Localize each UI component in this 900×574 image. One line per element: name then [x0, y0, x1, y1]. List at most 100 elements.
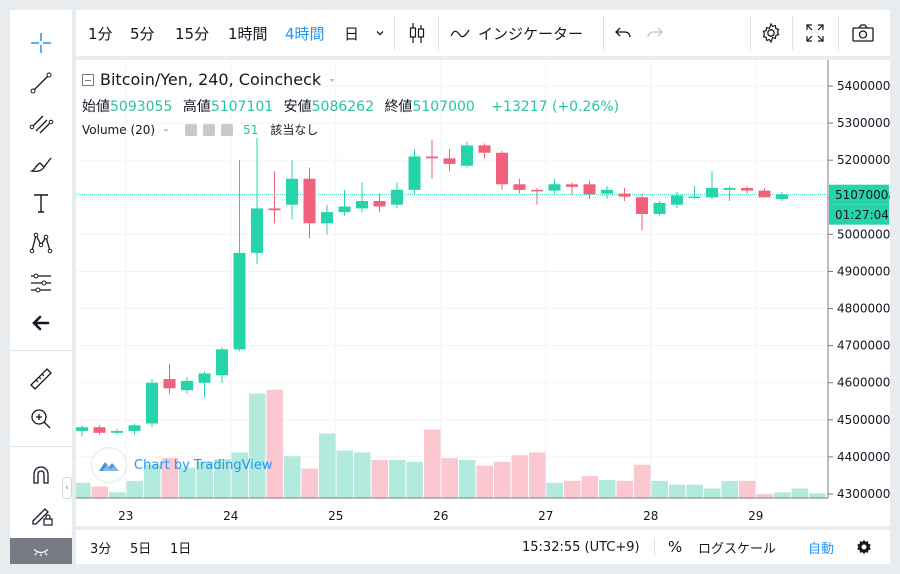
bottom-bar: 3分 5日 1日 15:32:55 (UTC+9) % ログスケール 自動: [76, 530, 890, 564]
symbol-title[interactable]: Bitcoin/Yen, 240, Coincheck: [100, 70, 322, 89]
drawing-toolbar: [10, 10, 72, 564]
candle: [146, 382, 158, 424]
interval-1m-button[interactable]: 1分: [88, 24, 113, 43]
eye-icon[interactable]: [185, 123, 198, 136]
candle: [671, 195, 683, 205]
candle: [373, 200, 386, 207]
zoom-in-icon[interactable]: [10, 400, 72, 438]
prediction-icon[interactable]: [10, 264, 72, 302]
volume-bar: [616, 480, 633, 498]
candle: [741, 188, 753, 191]
candle: [426, 156, 438, 159]
magnet-icon[interactable]: [10, 456, 72, 494]
candle: [531, 189, 543, 192]
back-arrow-icon[interactable]: [10, 304, 72, 342]
text-icon[interactable]: [10, 184, 72, 222]
volume-bar: [371, 460, 388, 498]
volume-bar: [546, 482, 563, 498]
indicators-button[interactable]: インジケーター: [450, 10, 583, 56]
volume-bar: [704, 488, 721, 498]
candle: [653, 202, 666, 214]
candle: [496, 152, 508, 185]
crosshair-icon[interactable]: [10, 24, 72, 62]
price-tick-label: 4800000: [837, 302, 890, 316]
chevron-down-icon[interactable]: [374, 10, 386, 56]
candle: [636, 197, 648, 214]
price-tick-label: 5000000: [837, 227, 890, 241]
change-value: +13217 (+0.26%): [491, 99, 620, 115]
auto-scale-toggle[interactable]: 自動: [808, 541, 835, 557]
settings-gear-icon[interactable]: [856, 530, 872, 564]
candle: [216, 349, 228, 376]
volume-bar: [774, 492, 791, 498]
countdown-label: 01:27:04: [835, 208, 889, 222]
volume-bar: [91, 486, 108, 498]
range-5d-button[interactable]: 5日: [130, 541, 152, 557]
hide-drawings-icon[interactable]: [10, 538, 72, 564]
trend-line-icon[interactable]: [10, 64, 72, 102]
volume-bar: [214, 459, 231, 498]
watermark-text: Chart by TradingView: [134, 457, 273, 473]
time-tick-label: 28: [643, 509, 658, 523]
gear-icon[interactable]: [203, 123, 216, 136]
chevron-down-icon[interactable]: [161, 125, 171, 135]
volume-bar: [441, 458, 458, 498]
indicators-icon: [450, 29, 470, 38]
high-value: 5107101: [210, 99, 274, 115]
interval-4h-button[interactable]: 4時間: [285, 24, 325, 43]
time-tick-label: 27: [538, 509, 553, 523]
tradingview-logo-icon: [92, 448, 126, 482]
undo-icon[interactable]: [612, 10, 634, 56]
fullscreen-icon[interactable]: [802, 10, 828, 56]
price-tick-label: 4700000: [837, 339, 890, 353]
close-icon[interactable]: [221, 123, 234, 136]
legend-title-row: Bitcoin/Yen, 240, Coincheck: [82, 70, 337, 89]
brush-icon[interactable]: [10, 144, 72, 182]
candle: [356, 200, 368, 209]
fib-icon[interactable]: [10, 104, 72, 142]
range-3m-button[interactable]: 3分: [90, 541, 112, 557]
redo-icon[interactable]: [644, 10, 666, 56]
volume-label: Volume (20): [82, 122, 156, 137]
collapse-legend-icon[interactable]: [82, 73, 94, 86]
range-1d-button[interactable]: 1日: [170, 541, 192, 557]
percent-toggle[interactable]: %: [668, 538, 683, 556]
tradingview-watermark[interactable]: Chart by TradingView: [92, 448, 272, 482]
log-scale-toggle[interactable]: ログスケール: [698, 541, 777, 557]
volume-bar: [476, 465, 493, 498]
interval-1d-button[interactable]: 日: [344, 24, 360, 43]
candles-type-icon[interactable]: [406, 10, 428, 56]
open-label: 始値: [82, 99, 110, 115]
camera-icon[interactable]: [848, 10, 878, 56]
pattern-icon[interactable]: [10, 224, 72, 262]
ruler-icon[interactable]: [10, 360, 72, 398]
volume-bar: [406, 461, 423, 498]
collapse-toolbar-button[interactable]: ‹: [62, 477, 72, 499]
interval-1h-button[interactable]: 1時間: [228, 24, 268, 43]
candle: [286, 178, 298, 205]
volume-bar: [179, 467, 196, 498]
volume-status: 該当なし: [270, 123, 319, 137]
candle: [251, 208, 263, 253]
lock-drawing-icon[interactable]: [10, 496, 72, 534]
volume-bar: [126, 480, 143, 498]
volume-bar: [721, 480, 738, 498]
candle: [443, 158, 456, 164]
volume-bar: [686, 484, 703, 498]
candle: [198, 373, 211, 383]
settings-gear-icon[interactable]: [758, 10, 784, 56]
price-tick-label: 5400000: [837, 79, 890, 93]
chart-panel[interactable]: 5400000530000052000005100000500000049000…: [76, 60, 890, 526]
interval-15m-button[interactable]: 15分: [175, 24, 210, 43]
candle: [111, 430, 123, 433]
chevron-down-icon[interactable]: [327, 75, 337, 85]
candlestick-chart[interactable]: 5400000530000052000005100000500000049000…: [76, 60, 890, 526]
candle: [408, 156, 421, 190]
volume-bar: [249, 393, 266, 498]
volume-bar: [144, 464, 161, 498]
candle: [76, 427, 88, 431]
candle: [303, 178, 316, 224]
volume-bar: [336, 450, 353, 498]
low-label: 安値: [283, 99, 312, 115]
interval-5m-button[interactable]: 5分: [130, 24, 155, 43]
